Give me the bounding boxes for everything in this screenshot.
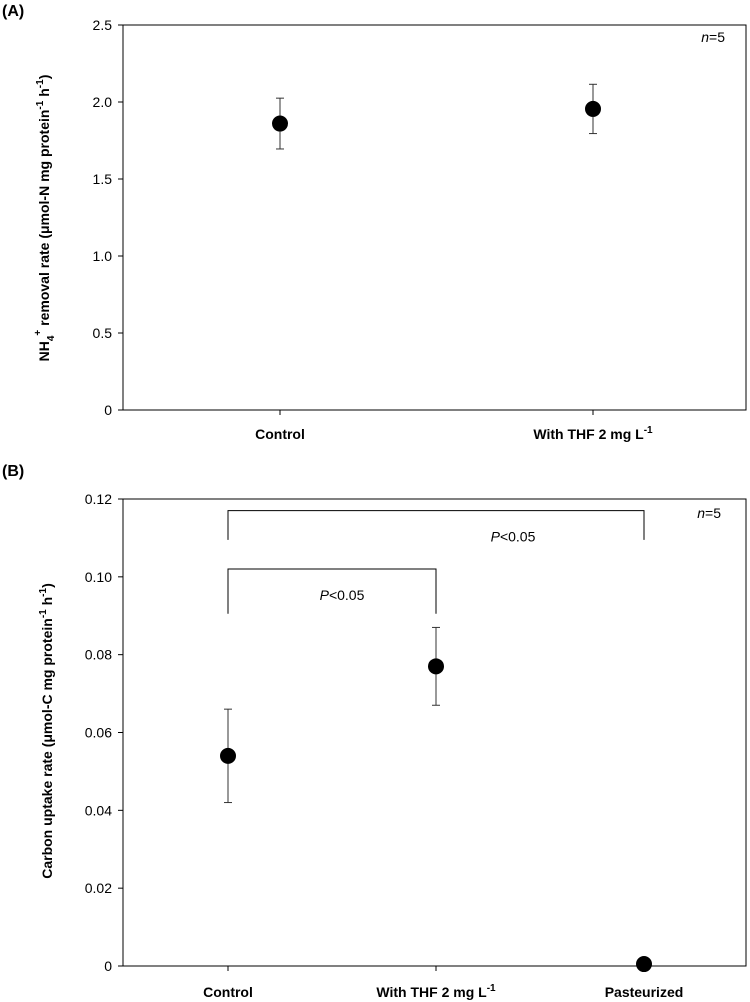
panel-b-significance-brackets: P<0.05 P<0.05 (227, 510, 645, 614)
y-tick-label: 0.5 (93, 325, 113, 341)
data-point (428, 658, 444, 675)
significance-label: P<0.05 (491, 529, 536, 545)
y-tick-label: 0 (104, 958, 112, 974)
y-tick-label: 2.0 (93, 94, 113, 110)
y-tick-label: 0.12 (85, 491, 112, 507)
x-category-label: Control (255, 426, 305, 442)
panel-a: (A) NH4+ removal rate (μmol-N mg protein… (2, 3, 747, 442)
data-point (272, 115, 288, 132)
x-category-label: Control (203, 984, 253, 1000)
panel-b: (B) Carbon uptake rate (μmol-C mg protei… (2, 463, 747, 1000)
x-category-label: Pasteurized (605, 984, 684, 1000)
panel-a-label: (A) (2, 3, 24, 20)
y-tick-label: 1.0 (93, 248, 113, 264)
y-tick-label: 2.5 (93, 17, 113, 33)
significance-bracket (227, 568, 437, 614)
y-tick-label: 0.08 (85, 647, 112, 663)
panel-a-plot-frame (122, 24, 747, 411)
data-point (636, 956, 652, 973)
panel-a-y-axis-label: NH4+ removal rate (μmol-N mg protein-1 h… (33, 75, 57, 362)
significance-label: P<0.05 (320, 587, 365, 603)
panel-a-n-note: n=5 (701, 29, 725, 45)
y-tick-label: 0.10 (85, 569, 112, 585)
panel-b-y-axis-label: Carbon uptake rate (μmol-C mg protein-1 … (38, 583, 55, 879)
y-tick-label: 0.04 (85, 802, 112, 818)
y-tick-label: 0.02 (85, 880, 112, 896)
y-tick-label: 1.5 (93, 171, 113, 187)
panel-b-n-note: n=5 (697, 505, 721, 521)
panel-b-x-categories: Control With THF 2 mg L-1 Pasteurized (203, 966, 683, 1000)
x-category-label: With THF 2 mg L-1 (533, 425, 653, 442)
panel-a-points (272, 83, 601, 150)
y-tick-label: 0.06 (85, 725, 112, 741)
significance-bracket (227, 510, 645, 540)
panel-a-y-ticks: 0 0.5 1.0 1.5 2.0 2.5 (93, 17, 123, 418)
y-tick-label: 0 (104, 402, 112, 418)
panel-b-y-ticks: 0 0.02 0.04 0.06 0.08 0.10 0.12 (85, 491, 123, 974)
x-category-label: With THF 2 mg L-1 (376, 983, 496, 1000)
data-point (585, 100, 601, 117)
panel-b-label: (B) (2, 463, 24, 480)
panel-b-points (220, 626, 652, 973)
data-point (220, 747, 236, 764)
panel-a-x-categories: Control With THF 2 mg L-1 (255, 410, 653, 442)
